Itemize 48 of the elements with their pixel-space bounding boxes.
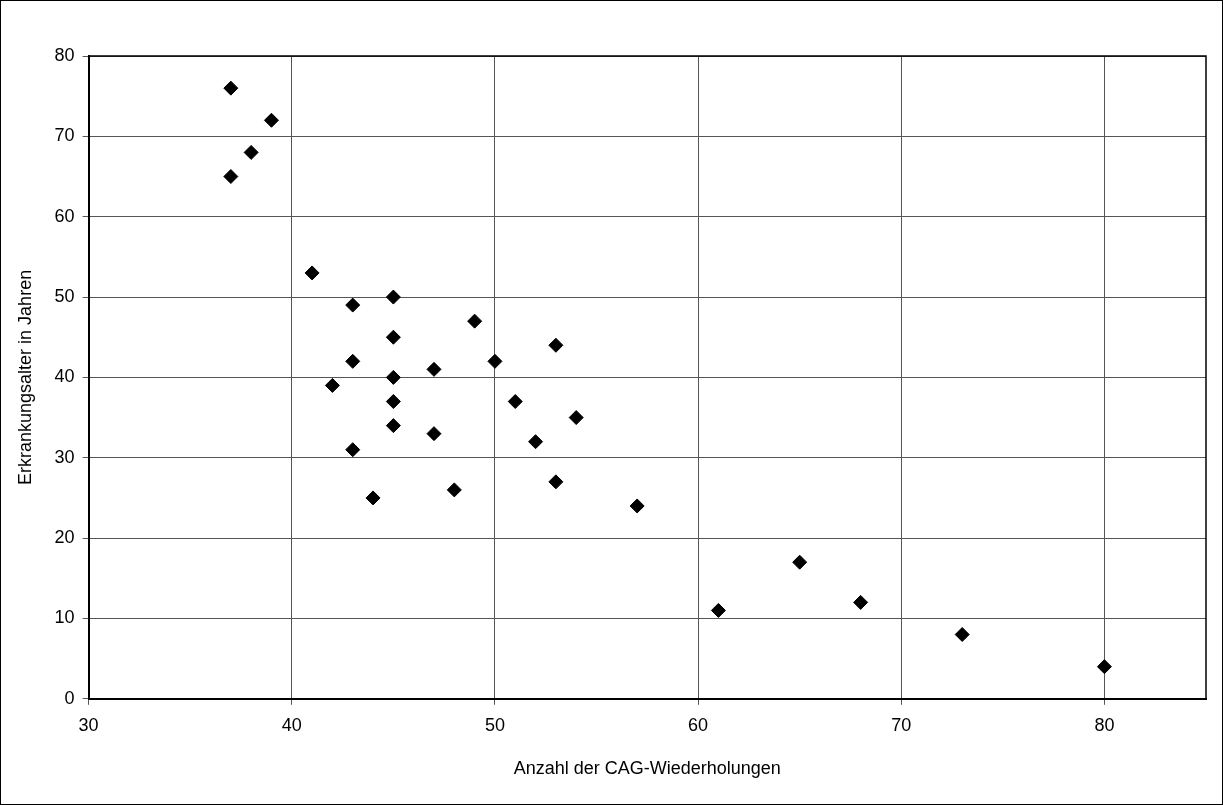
- point: [568, 410, 584, 426]
- x-tick-label: 70: [891, 714, 912, 735]
- point: [223, 80, 239, 96]
- point: [853, 594, 869, 610]
- y-tick-label: 60: [54, 205, 75, 226]
- y-tick-label: 20: [54, 527, 75, 548]
- point: [426, 426, 442, 442]
- point: [426, 361, 442, 377]
- point: [710, 602, 726, 618]
- y-tick-label: 10: [54, 607, 75, 628]
- point: [385, 329, 401, 345]
- point: [792, 554, 808, 570]
- point: [467, 313, 483, 329]
- point: [345, 442, 361, 458]
- point: [385, 418, 401, 434]
- point: [548, 474, 564, 490]
- point: [385, 289, 401, 305]
- y-tick-label: 40: [54, 366, 75, 387]
- point: [507, 394, 523, 410]
- point: [487, 353, 503, 369]
- point: [1096, 659, 1112, 675]
- y-tick-label: 80: [54, 44, 75, 65]
- point: [263, 112, 279, 128]
- y-tick-label: 70: [54, 125, 75, 146]
- y-tick-label: 30: [54, 446, 75, 467]
- x-tick-label: 50: [484, 714, 505, 735]
- y-axis-title: Erkrankungsalter in Jahren: [14, 269, 35, 485]
- x-tick-label: 30: [78, 714, 99, 735]
- point: [528, 434, 544, 450]
- y-tick-label: 50: [54, 286, 75, 307]
- x-axis-title: Anzahl der CAG-Wiederholungen: [513, 758, 781, 779]
- y-tick-label: 0: [64, 687, 75, 708]
- x-tick-label: 40: [281, 714, 302, 735]
- point: [954, 627, 970, 643]
- point: [223, 169, 239, 185]
- x-tick-label: 80: [1094, 714, 1115, 735]
- point: [446, 482, 462, 498]
- point: [385, 394, 401, 410]
- point: [324, 377, 340, 393]
- point: [243, 144, 259, 160]
- point: [548, 337, 564, 353]
- point: [629, 498, 645, 514]
- point: [365, 490, 381, 506]
- point: [345, 297, 361, 313]
- point: [304, 265, 320, 281]
- point: [345, 353, 361, 369]
- x-tick-label: 60: [688, 714, 709, 735]
- point: [385, 369, 401, 385]
